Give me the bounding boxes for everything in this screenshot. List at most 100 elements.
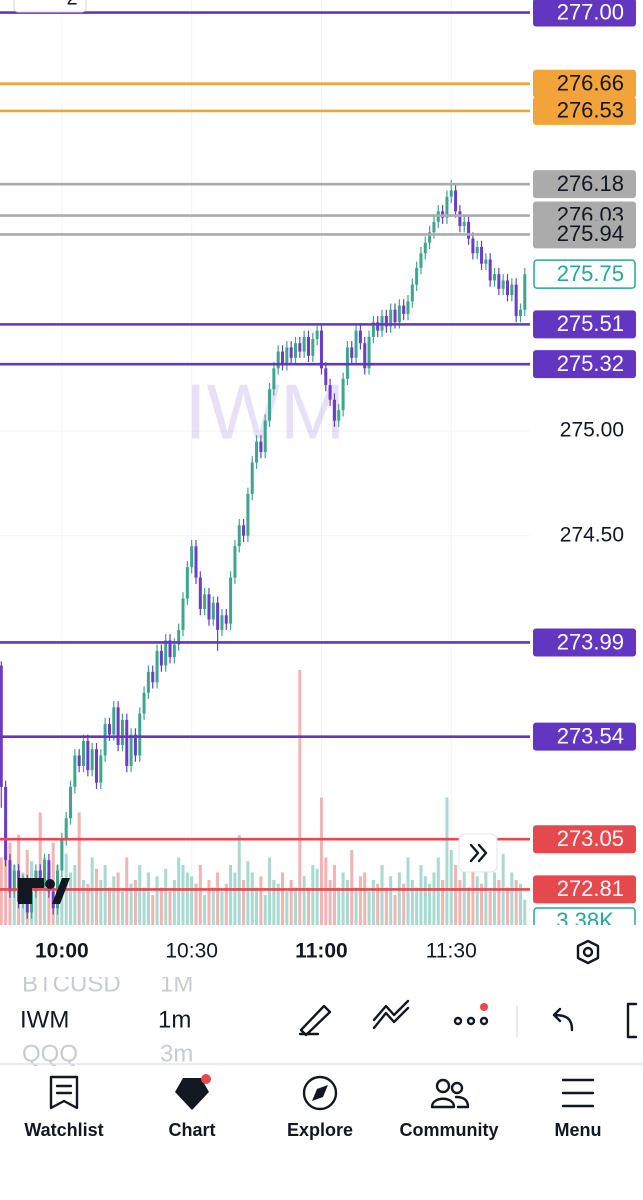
volume-bar xyxy=(419,865,423,925)
nav-icon[interactable] xyxy=(430,1078,470,1109)
scroll-to-latest[interactable] xyxy=(458,833,498,873)
nav-icon[interactable] xyxy=(49,1075,79,1110)
interval[interactable]: 1m xyxy=(158,1006,191,1033)
candle-body xyxy=(410,284,414,302)
candle-body xyxy=(164,640,168,666)
volume-bar xyxy=(268,857,272,925)
volume-bar xyxy=(133,880,137,925)
interval[interactable]: 3m xyxy=(160,1040,193,1067)
candle-body xyxy=(354,330,358,358)
more[interactable] xyxy=(453,1003,489,1026)
candle-body xyxy=(480,246,484,264)
nav-label[interactable]: Chart xyxy=(168,1120,215,1140)
candle-body xyxy=(376,322,380,331)
candle-body xyxy=(488,259,492,281)
nav-label[interactable]: Menu xyxy=(555,1120,602,1140)
candle-body xyxy=(445,196,449,218)
volume-bar xyxy=(112,876,116,925)
nav-icon[interactable] xyxy=(561,1078,595,1108)
candle-body xyxy=(263,420,267,453)
volume-bar xyxy=(328,880,332,925)
candle-body xyxy=(423,242,427,254)
candle-body xyxy=(159,650,163,666)
volume-bar xyxy=(319,797,323,925)
volume-bar xyxy=(250,872,254,925)
candle-body xyxy=(255,441,259,463)
volume-bar xyxy=(423,876,427,925)
top-badge[interactable] xyxy=(13,0,87,13)
last-price-label: 275.75 xyxy=(557,261,624,286)
candle-body xyxy=(120,719,124,746)
candle-body xyxy=(69,786,73,819)
candle-body xyxy=(419,253,423,268)
volume-bar xyxy=(436,857,440,925)
level-label-box xyxy=(533,170,636,199)
volume-bar xyxy=(445,797,449,925)
candle-body xyxy=(367,336,371,369)
volume-bar xyxy=(129,883,133,925)
candle-body xyxy=(60,839,64,871)
symbol[interactable]: IWM xyxy=(20,1006,69,1033)
volume-bar xyxy=(276,883,280,925)
volume-bar xyxy=(107,887,111,925)
volume-bar xyxy=(194,883,198,925)
candle-body xyxy=(181,598,185,630)
symbol[interactable]: QQQ xyxy=(22,1040,78,1067)
volume-bar xyxy=(177,857,181,925)
level-label-box xyxy=(533,722,636,751)
volume-bar xyxy=(81,880,86,925)
candle-body xyxy=(471,238,475,254)
volume-bar xyxy=(233,872,237,925)
nav-icon[interactable] xyxy=(302,1075,338,1111)
price-axis: 275.00274.50277.00276.66276.53276.18276.… xyxy=(533,0,636,937)
candle-body xyxy=(198,577,202,609)
candle-body xyxy=(337,410,341,421)
candle-body xyxy=(475,246,479,254)
volume-bar xyxy=(172,880,176,925)
candle-body xyxy=(285,347,289,365)
last-price-box xyxy=(533,259,636,289)
logo xyxy=(18,878,70,904)
volume-bar xyxy=(4,820,8,925)
fullscreen[interactable] xyxy=(626,1002,638,1039)
candle-body xyxy=(324,368,328,386)
draw-tool[interactable] xyxy=(298,1004,332,1037)
nav-label[interactable]: Community xyxy=(400,1120,499,1140)
candle-body xyxy=(393,309,397,323)
volume-bar xyxy=(211,887,215,925)
volume-bar xyxy=(458,880,462,925)
volume-bar xyxy=(69,872,73,925)
nav-label[interactable]: Explore xyxy=(287,1120,353,1140)
candle-body xyxy=(8,860,12,892)
volume-bar xyxy=(155,876,159,925)
volume-bar xyxy=(302,876,306,925)
volume-bar xyxy=(151,895,155,925)
candle-body xyxy=(493,274,497,281)
volume-bar xyxy=(337,887,341,925)
nav-label[interactable]: Watchlist xyxy=(24,1120,103,1140)
volume-bar xyxy=(493,872,497,925)
candle-body xyxy=(73,755,77,787)
volume-bar xyxy=(441,880,445,925)
settings-icon[interactable] xyxy=(576,939,600,965)
candle-body xyxy=(306,336,310,356)
volume-bar xyxy=(90,857,94,925)
volume-bar xyxy=(402,883,406,925)
candle-body xyxy=(4,786,8,861)
candle-body xyxy=(203,594,207,609)
volume-bar xyxy=(393,895,397,925)
candle-body xyxy=(229,577,233,624)
indicators[interactable] xyxy=(372,999,410,1030)
volume-bar xyxy=(315,868,319,925)
volume-bar xyxy=(164,868,168,925)
level-label-box xyxy=(533,0,636,27)
volume-bar xyxy=(146,872,150,925)
x-tick-label: 11:30 xyxy=(426,940,477,963)
volume-bar xyxy=(371,880,375,925)
candle-body xyxy=(272,368,276,390)
candle-body xyxy=(311,339,315,356)
candle-body xyxy=(116,707,120,746)
candle-body xyxy=(38,870,42,882)
nav-icon[interactable] xyxy=(175,1078,209,1110)
undo[interactable] xyxy=(552,1007,574,1032)
